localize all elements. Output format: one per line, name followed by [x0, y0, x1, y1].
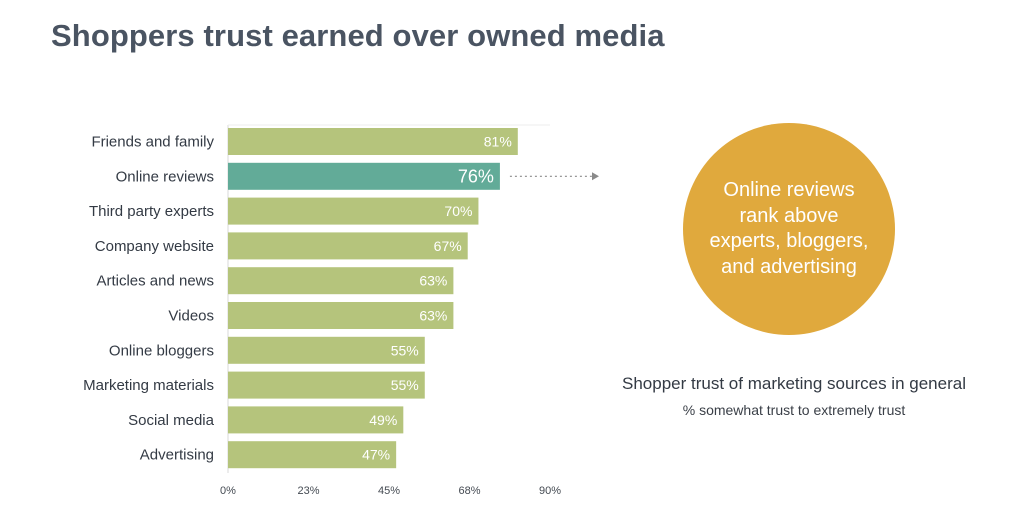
bar — [228, 162, 500, 190]
category-label: Articles and news — [96, 273, 214, 290]
bar — [228, 197, 479, 225]
x-tick-label: 0% — [220, 485, 236, 497]
data-label: 63% — [419, 273, 447, 289]
data-label: 81% — [484, 134, 512, 150]
x-tick-label: 23% — [297, 485, 319, 497]
bar — [228, 128, 518, 155]
bar — [228, 336, 425, 364]
x-tick-label: 45% — [378, 485, 400, 497]
data-label: 76% — [458, 166, 494, 186]
category-label: Advertising — [140, 447, 214, 464]
category-label: Friends and family — [91, 134, 214, 151]
data-label: 70% — [444, 203, 472, 219]
x-tick-label: 90% — [539, 485, 561, 497]
bar — [228, 441, 397, 469]
category-label: Company website — [95, 238, 214, 255]
data-label: 63% — [419, 308, 447, 324]
data-label: 55% — [391, 342, 419, 358]
category-label: Social media — [128, 412, 215, 429]
data-label: 67% — [434, 238, 462, 254]
bar — [228, 232, 468, 260]
data-label: 49% — [369, 412, 397, 428]
callout-text: Online reviews rank above experts, blogg… — [709, 179, 869, 278]
category-label: Third party experts — [89, 203, 214, 220]
chart-subcaption: % somewhat trust to extremely trust — [682, 402, 906, 418]
page-title: Shoppers trust earned over owned media — [51, 18, 665, 53]
category-label: Online bloggers — [109, 342, 214, 359]
category-label: Marketing materials — [83, 377, 214, 394]
connector-arrowhead — [592, 172, 599, 181]
callout-circle: Online reviews rank above experts, blogg… — [683, 123, 895, 335]
bar-chart: Friends and family 81% Online reviews 76% Th… — [83, 124, 599, 497]
data-label: 47% — [362, 447, 390, 463]
category-label: Videos — [168, 308, 214, 325]
bar — [228, 302, 454, 329]
bar — [228, 371, 425, 399]
bar — [228, 406, 404, 434]
data-label: 55% — [391, 377, 419, 393]
x-tick-label: 68% — [458, 485, 480, 497]
bar — [228, 267, 454, 295]
category-label: Online reviews — [116, 168, 214, 185]
chart-caption: Shopper trust of marketing sources in ge… — [622, 374, 966, 393]
